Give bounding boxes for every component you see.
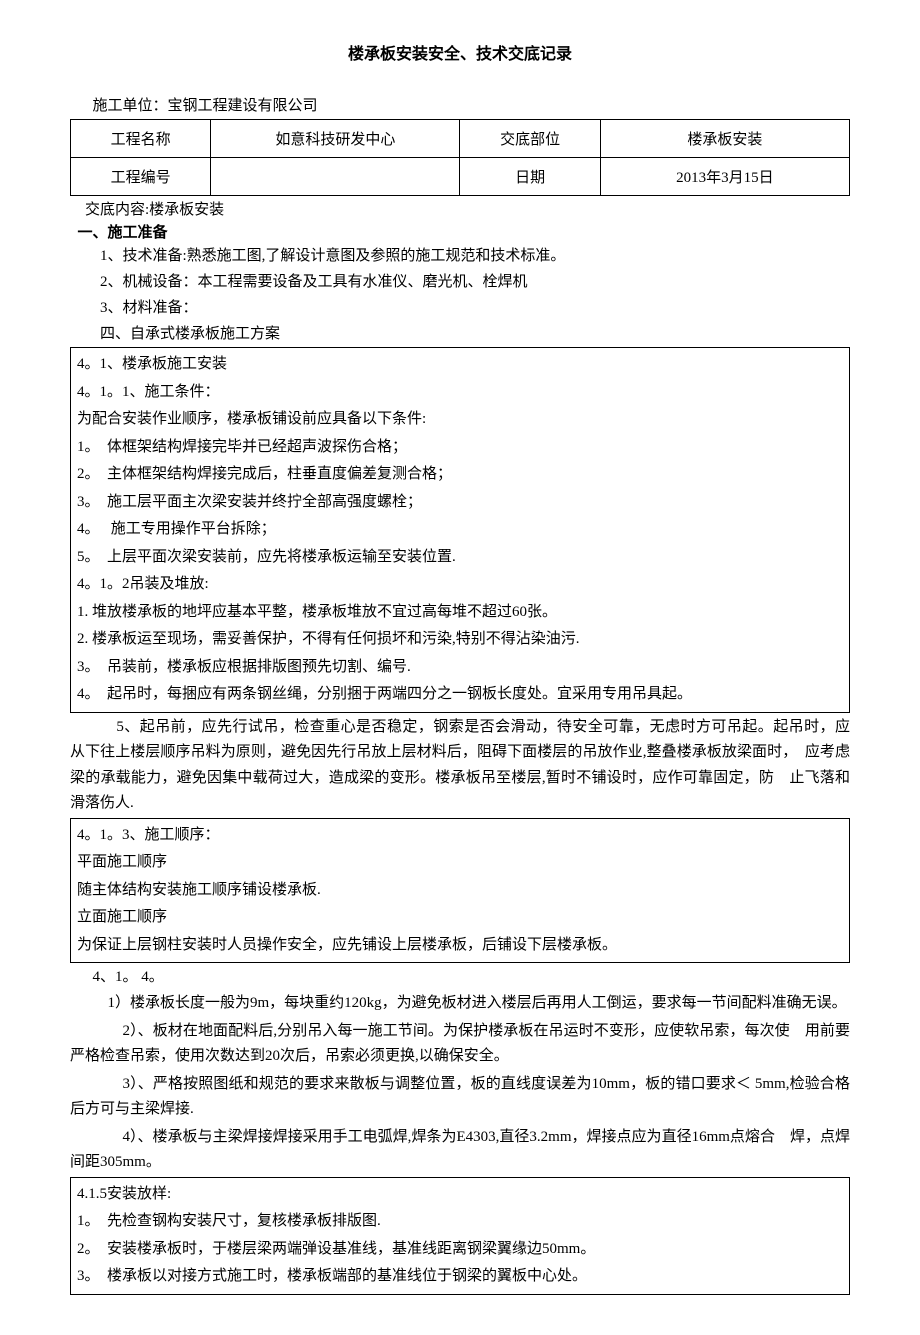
s414: 4、1。 4。 (70, 965, 850, 989)
b1-l10: 1. 堆放楼承板的地坪应基本平整，楼承板堆放不宜过高每堆不超过60张。 (77, 600, 843, 626)
prep-item-1: 1、技术准备:熟悉施工图,了解设计意图及参照的施工规范和技术标准。 (70, 244, 850, 268)
b1-l6: 3。 施工层平面主次梁安装并终拧全部高强度螺栓； (77, 490, 843, 516)
header-table: 工程名称 如意科技研发中心 交底部位 楼承板安装 工程编号 日期 2013年3月… (70, 119, 850, 196)
box-4-1: 4。1、楼承板施工安装 4。1。1、施工条件： 为配合安装作业顺序，楼承板铺设前… (70, 347, 850, 713)
construction-unit: 施工单位：宝钢工程建设有限公司 (70, 94, 850, 115)
h-project-name-label: 工程名称 (71, 120, 211, 158)
para-2: 2）、板材在地面配料后,分别吊入每一施工节间。为保护楼承板在吊运时不变形，应使软… (70, 1019, 850, 1070)
b1-l7: 4。 施工专用操作平台拆除； (77, 517, 843, 543)
doc-title: 楼承板安装安全、技术交底记录 (70, 40, 850, 64)
b3-l4: 3。 楼承板以对接方式施工时，楼承板端部的基准线位于钢梁的翼板中心处。 (77, 1264, 843, 1290)
b1-l1: 4。1、楼承板施工安装 (77, 352, 843, 378)
b1-l4: 1。 体框架结构焊接完毕并已经超声波探伤合格； (77, 435, 843, 461)
h-project-no-label: 工程编号 (71, 158, 211, 196)
prep-item-2: 2、机械设备：本工程需要设备及工具有水准仪、磨光机、栓焊机 (70, 270, 850, 294)
b1-l3: 为配合安装作业顺序，楼承板铺设前应具备以下条件: (77, 407, 843, 433)
box-4-1-5: 4.1.5安装放样: 1。 先检查钢构安装尺寸，复核楼承板排版图. 2。 安装楼… (70, 1177, 850, 1295)
content-title: 交底内容:楼承板安装 (70, 198, 850, 219)
b1-l13: 4。 起吊时，每捆应有两条钢丝绳，分别捆于两端四分之一钢板长度处。宜采用专用吊具… (77, 682, 843, 708)
box-4-1-3: 4。1。3、施工顺序： 平面施工顺序 随主体结构安装施工顺序铺设楼承板. 立面施… (70, 818, 850, 964)
b3-l1: 4.1.5安装放样: (77, 1182, 843, 1208)
b2-l3: 随主体结构安装施工顺序铺设楼承板. (77, 878, 843, 904)
prep-item-3: 3、材料准备： (70, 296, 850, 320)
b3-l2: 1。 先检查钢构安装尺寸，复核楼承板排版图. (77, 1209, 843, 1235)
h-date-label: 日期 (460, 158, 600, 196)
section-1-head: 一、施工准备 (70, 221, 850, 242)
b1-l9: 4。1。2吊装及堆放: (77, 572, 843, 598)
para-4: 4）、楼承板与主梁焊接焊接采用手工电弧焊,焊条为E4303,直径3.2mm，焊接… (70, 1125, 850, 1176)
b1-l8: 5。 上层平面次梁安装前，应先将楼承板运输至安装位置. (77, 545, 843, 571)
b2-l2: 平面施工顺序 (77, 850, 843, 876)
h-project-name-value: 如意科技研发中心 (211, 120, 460, 158)
b1-l12: 3。 吊装前，楼承板应根据排版图预先切割、编号. (77, 655, 843, 681)
para-5: 5、起吊前，应先行试吊，检查重心是否稳定，钢索是否会滑动，待安全可靠，无虑时方可… (70, 715, 850, 817)
para-1: 1）楼承板长度一般为9m，每块重约120kg，为避免板材进入楼层后再用人工倒运，… (70, 991, 850, 1017)
b2-l1: 4。1。3、施工顺序： (77, 823, 843, 849)
h-date-value: 2013年3月15日 (600, 158, 849, 196)
b1-l11: 2. 楼承板运至现场，需妥善保护，不得有任何损坏和污染,特别不得沾染油污. (77, 627, 843, 653)
b2-l5: 为保证上层钢柱安装时人员操作安全，应先铺设上层楼承板，后铺设下层楼承板。 (77, 933, 843, 959)
b2-l4: 立面施工顺序 (77, 905, 843, 931)
b1-l2: 4。1。1、施工条件： (77, 380, 843, 406)
prep-item-4: 四、自承式楼承板施工方案 (70, 322, 850, 346)
para-3: 3）、严格按照图纸和规范的要求来散板与调整位置，板的直线度误差为10mm，板的错… (70, 1072, 850, 1123)
h-project-no-value (211, 158, 460, 196)
h-part-label: 交底部位 (460, 120, 600, 158)
h-part-value: 楼承板安装 (600, 120, 849, 158)
b3-l3: 2。 安装楼承板时，于楼层梁两端弹设基准线，基准线距离钢梁翼缘边50mm。 (77, 1237, 843, 1263)
b1-l5: 2。 主体框架结构焊接完成后，柱垂直度偏差复测合格； (77, 462, 843, 488)
